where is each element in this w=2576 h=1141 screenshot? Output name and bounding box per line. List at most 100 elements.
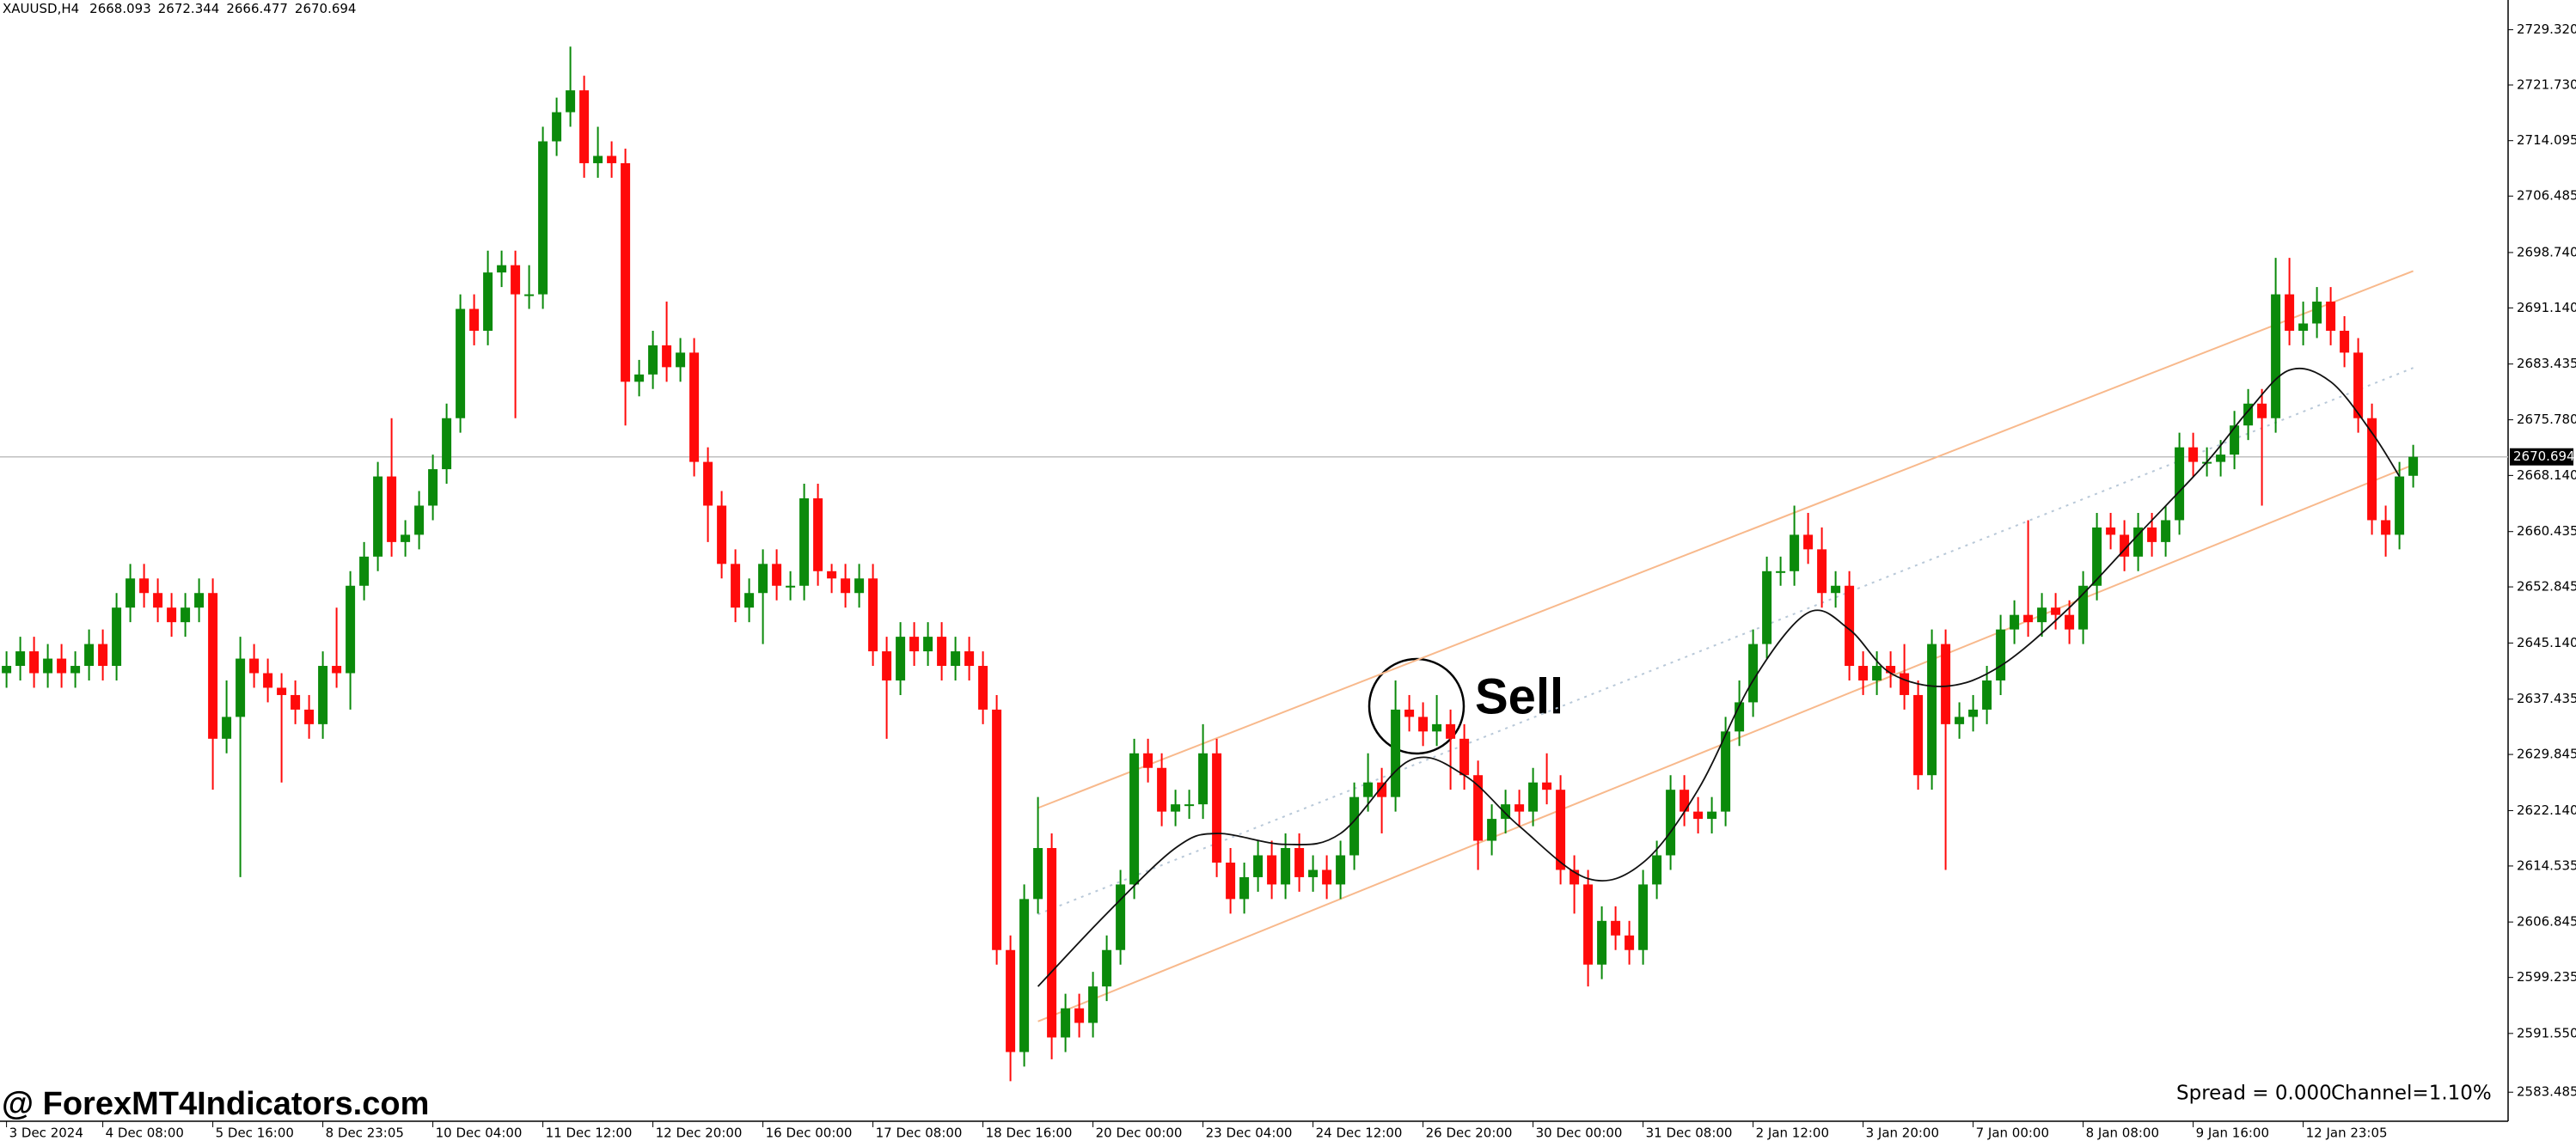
candle-body (854, 578, 865, 594)
candle-body (1858, 666, 1869, 680)
candle-body (1968, 709, 1979, 717)
candle-body (1625, 935, 1635, 950)
candle-body (1061, 1008, 1071, 1038)
x-tick-label: 3 Jan 20:00 (1866, 1126, 1939, 1141)
price-tag-label: 2670.694 (2513, 448, 2575, 464)
symbol: XAUUSD,H4 (3, 1, 79, 16)
candle-body (524, 294, 535, 296)
x-tick-label: 8 Jan 08:00 (2086, 1126, 2159, 1141)
y-tick-label: 2583.485 (2517, 1084, 2576, 1100)
x-tick-label: 7 Jan 00:00 (1976, 1126, 2049, 1141)
candle-body (1253, 855, 1264, 877)
candle-body (1171, 804, 1181, 812)
header-high: 2672.344 (158, 1, 220, 16)
candle-body (167, 607, 177, 623)
y-tick-label: 2599.235 (2517, 969, 2576, 985)
candle-body (153, 593, 163, 608)
candle-body (799, 498, 810, 586)
candle-body (1336, 855, 1346, 885)
candle-body (1404, 709, 1415, 717)
candle-body (1006, 949, 1016, 1053)
candle-body (937, 637, 947, 667)
candle-body (373, 476, 383, 557)
candle-body (1129, 753, 1140, 885)
y-tick-label: 2652.845 (2517, 579, 2576, 595)
candle-body (1790, 534, 1800, 571)
candle-body (1432, 723, 1442, 732)
candle-body (1363, 782, 1374, 797)
candle-body (1556, 790, 1566, 870)
candle-body (2216, 455, 2226, 462)
candle-body (2147, 527, 2157, 542)
candle-body (2353, 352, 2364, 418)
y-tick-label: 2691.140 (2517, 300, 2576, 315)
candle-body (139, 578, 150, 594)
candle-body (634, 374, 645, 382)
candle-body (2078, 585, 2089, 630)
spread-text: Spread = 0.000 (2176, 1083, 2332, 1105)
candle-body (304, 709, 315, 724)
candle-body (1776, 570, 1786, 573)
candle-body (1294, 848, 1305, 877)
candle-body (1845, 585, 1855, 667)
candle-body (428, 469, 438, 506)
candle-body (346, 585, 356, 674)
candle-body (2120, 534, 2130, 557)
y-tick-label: 2660.435 (2517, 523, 2576, 539)
plot-area (0, 46, 2508, 1082)
candle-body (2175, 447, 2185, 521)
y-tick-label: 2729.320 (2517, 21, 2576, 37)
candle-body (456, 308, 466, 418)
y-tick-label: 2629.845 (2517, 747, 2576, 762)
candle-body (744, 593, 755, 608)
x-tick-label: 12 Dec 20:00 (656, 1126, 743, 1141)
candle-body (1666, 790, 1676, 856)
candle-body (1707, 811, 1717, 820)
candle-body (1116, 884, 1126, 950)
candle-body (43, 658, 53, 674)
candle-body (1652, 855, 1662, 885)
candle-body (1446, 723, 1456, 739)
candle-body (181, 607, 191, 623)
y-tick-label: 2683.435 (2517, 356, 2576, 371)
candle-body (2381, 520, 2391, 535)
candle-body (1872, 666, 1882, 680)
candle-body (194, 593, 205, 608)
candle-body (813, 498, 823, 571)
x-tick-label: 17 Dec 08:00 (876, 1126, 963, 1141)
x-tick-label: 5 Dec 16:00 (216, 1126, 294, 1141)
candle-body (277, 687, 287, 695)
candle-body (2092, 527, 2102, 586)
candle-body (2133, 527, 2144, 557)
candle-body (2312, 302, 2322, 324)
x-tick-label: 23 Dec 04:00 (1206, 1126, 1293, 1141)
candle-body (1047, 848, 1057, 1038)
y-tick-label: 2675.780 (2517, 412, 2576, 427)
candle-body (1735, 702, 1745, 732)
candle-body (607, 156, 617, 163)
y-tick-label: 2721.730 (2517, 76, 2576, 92)
candle-body (249, 658, 260, 674)
candle-body (1528, 782, 1539, 812)
candle-body (1377, 782, 1387, 797)
candle-body (1927, 644, 1937, 776)
header-open: 2668.093 (89, 1, 151, 16)
candle-body (2161, 520, 2171, 542)
x-tick-label: 3 Dec 2024 (9, 1126, 83, 1141)
candle-body (2243, 403, 2254, 426)
candle-body (676, 352, 686, 368)
candle-body (2023, 614, 2034, 623)
candle-body (909, 637, 920, 652)
x-tick-label: 8 Dec 23:05 (326, 1126, 404, 1141)
candle-body (538, 141, 548, 295)
candle-body (964, 651, 975, 667)
candle-body (1982, 680, 1992, 710)
candle-body (1198, 753, 1208, 805)
candle-body (1308, 869, 1319, 877)
candle-body (236, 658, 246, 717)
candle-body (1239, 876, 1250, 900)
candle-body (1487, 819, 1497, 841)
candle-body (1721, 731, 1731, 812)
candle-body (2395, 476, 2405, 535)
